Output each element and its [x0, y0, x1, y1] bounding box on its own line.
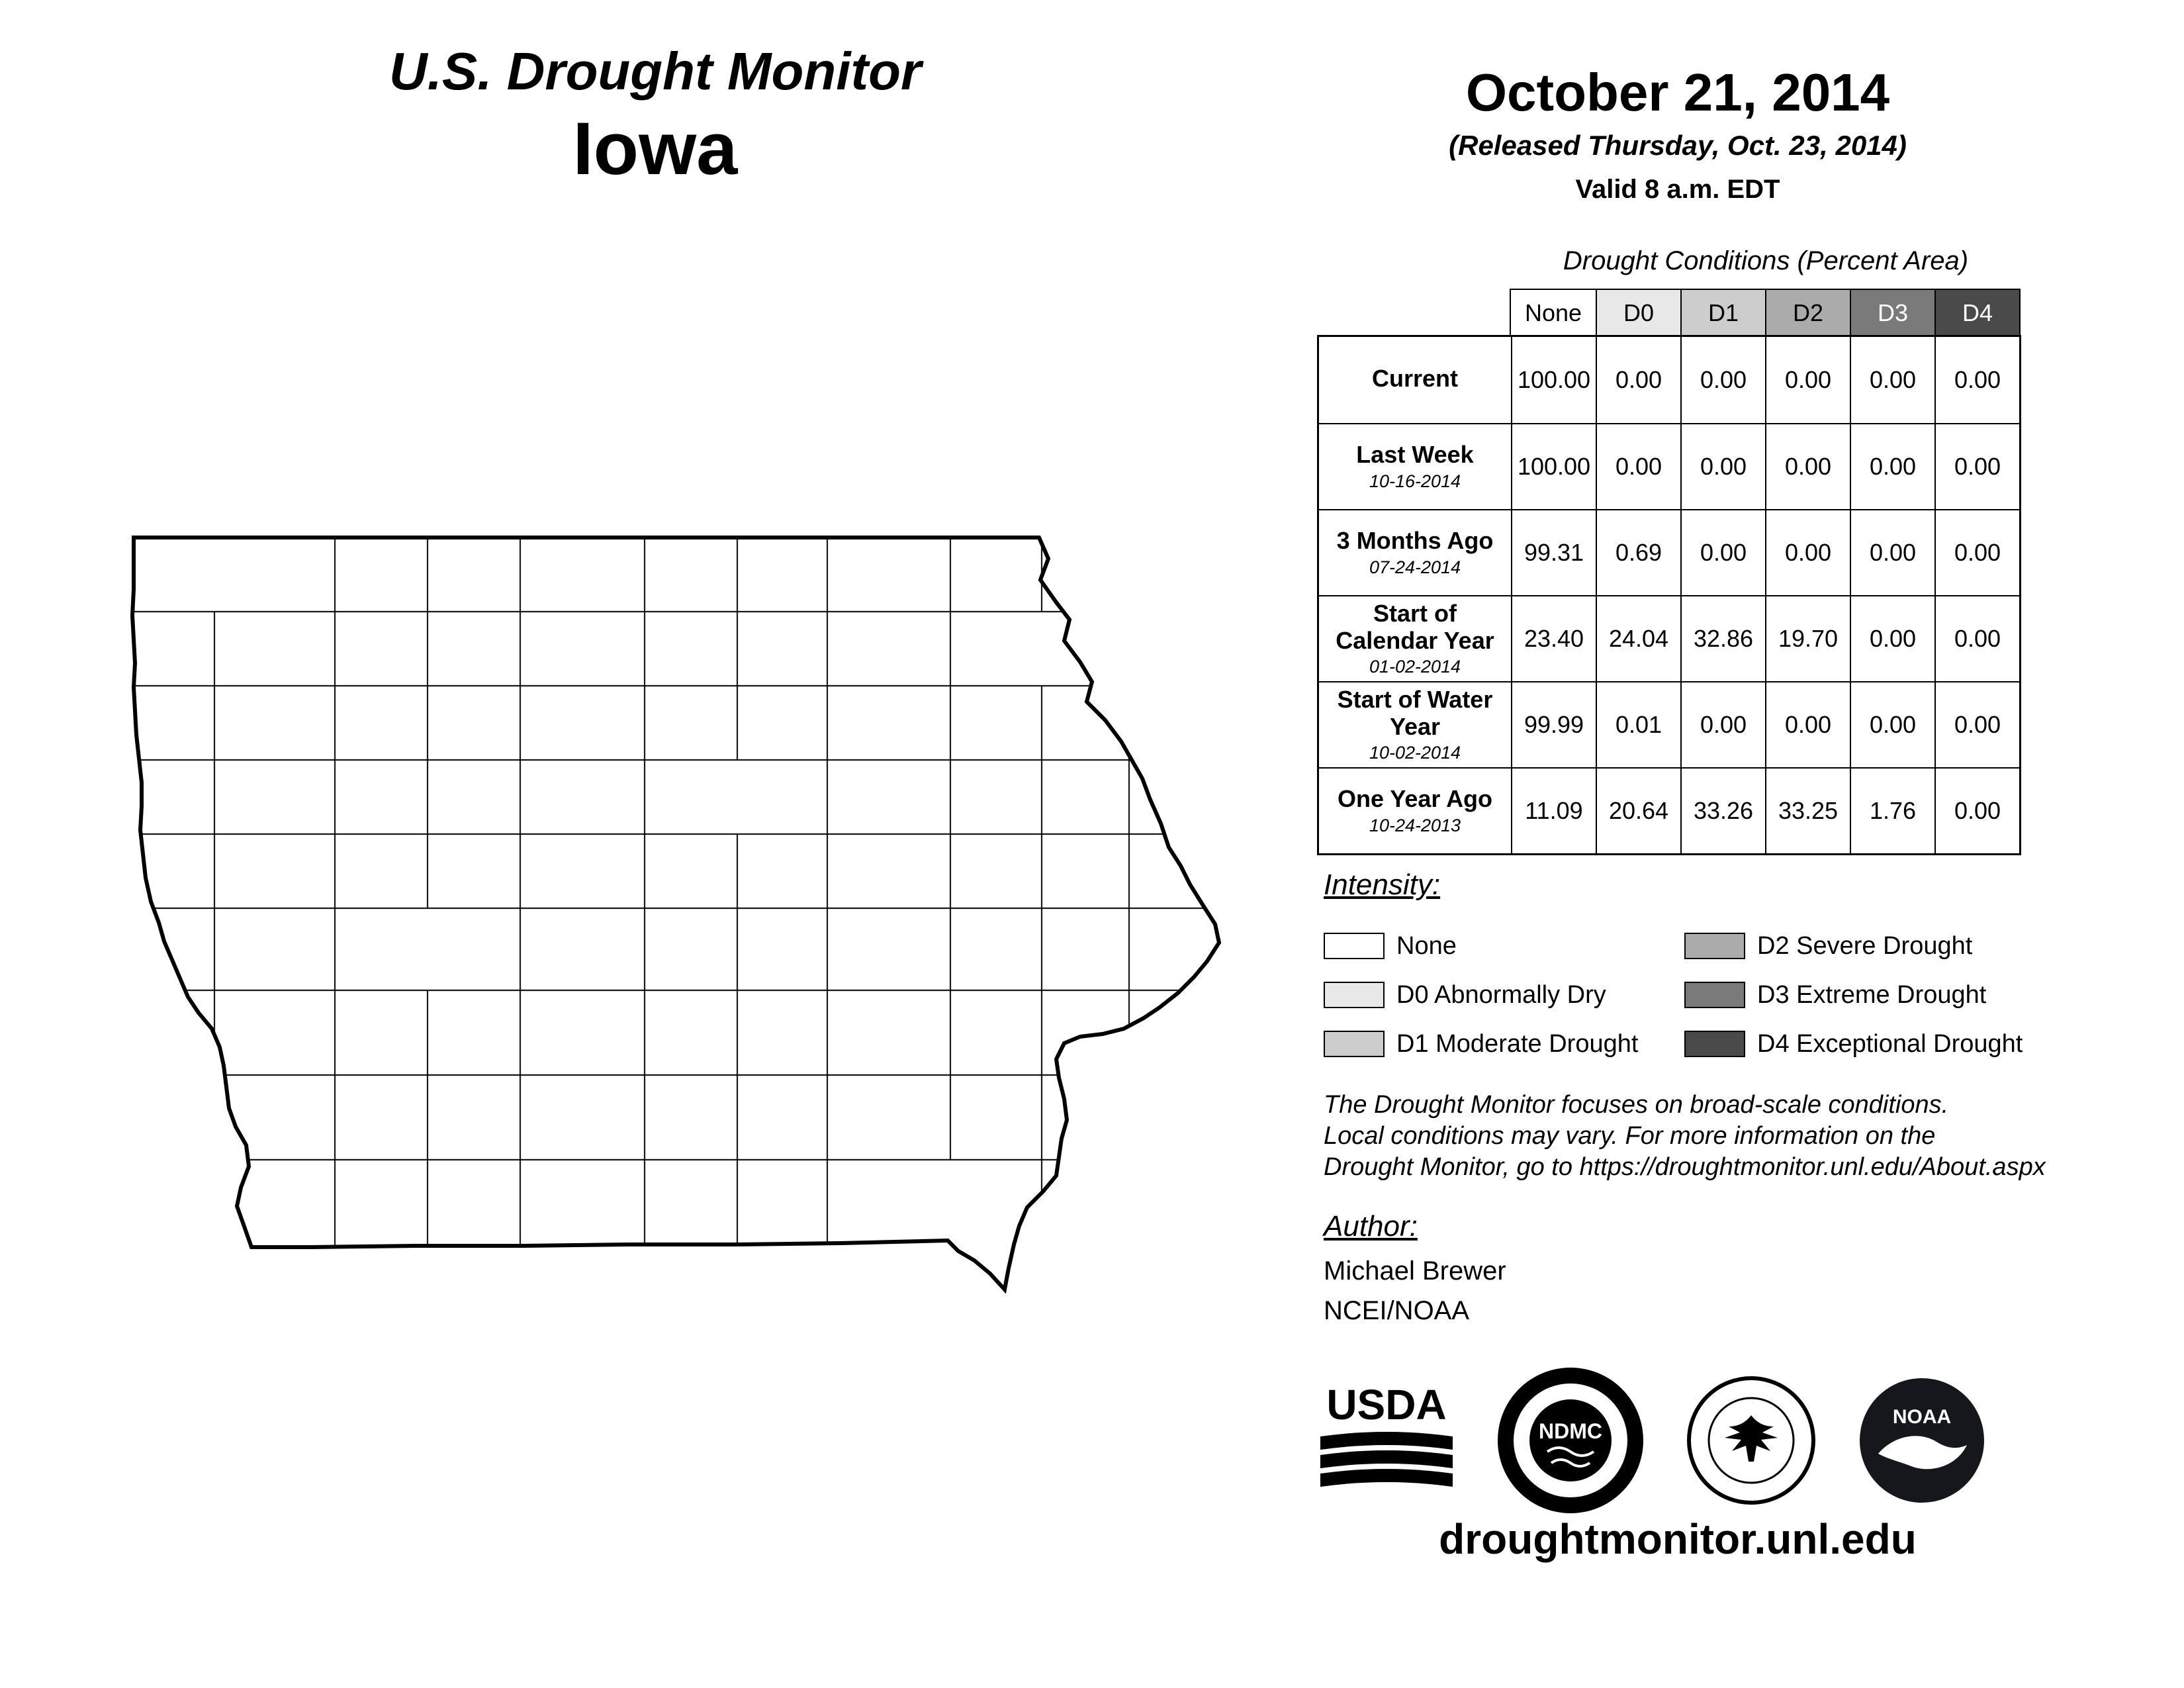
- value-cell: 0.00: [1934, 767, 2019, 853]
- value-cell: 0.00: [1596, 423, 1680, 509]
- value-cell: 1.76: [1850, 767, 1934, 853]
- value-cell: 0.00: [1596, 337, 1680, 423]
- value-cell: 0.00: [1680, 423, 1765, 509]
- row-label-one-year-ago: One Year Ago 10-24-2013: [1319, 767, 1511, 853]
- noaa-logo: NOAA: [1860, 1378, 1984, 1503]
- svg-text:USDA: USDA: [1326, 1381, 1446, 1429]
- value-cell: 33.26: [1680, 767, 1765, 853]
- value-cell: 0.00: [1934, 423, 2019, 509]
- legend-swatch-d3: [1684, 982, 1745, 1008]
- valid-time: Valid 8 a.m. EDT: [1575, 175, 1780, 204]
- value-cell: 0.00: [1680, 509, 1765, 595]
- col-header-d4: D4: [1934, 290, 2019, 336]
- legend-item-d4: D4 Exceptional Drought: [1684, 1019, 2045, 1068]
- legend-item-d2: D2 Severe Drought: [1684, 921, 2045, 970]
- legend-item-d0: D0 Abnormally Dry: [1324, 970, 1684, 1019]
- legend-swatch-d0: [1324, 982, 1385, 1008]
- value-cell: 23.40: [1511, 595, 1596, 681]
- intensity-legend: None D0 Abnormally Dry D1 Moderate Droug…: [1324, 921, 2045, 1068]
- title-block: U.S. Drought Monitor Iowa: [126, 42, 1185, 188]
- legend-item-none: None: [1324, 921, 1684, 970]
- state-title: Iowa: [572, 107, 738, 190]
- legend-swatch-d2: [1684, 933, 1745, 959]
- value-cell: 33.25: [1765, 767, 1850, 853]
- iowa-drought-map: [99, 530, 1224, 1297]
- value-cell: 0.00: [1850, 423, 1934, 509]
- author-organization: NCEI/NOAA: [1324, 1296, 1470, 1325]
- value-cell: 0.00: [1934, 509, 2019, 595]
- footer-url: droughtmonitor.unl.edu: [1439, 1515, 1917, 1563]
- table-caption: Drought Conditions (Percent Area): [1563, 246, 1969, 275]
- col-header-d0: D0: [1596, 290, 1680, 336]
- svg-text:NDMC: NDMC: [1539, 1419, 1602, 1443]
- col-header-d2: D2: [1765, 290, 1850, 336]
- row-label-last-week: Last Week 10-16-2014: [1319, 423, 1511, 509]
- iowa-map: [99, 530, 1224, 1297]
- value-cell: 32.86: [1680, 595, 1765, 681]
- value-cell: 0.00: [1765, 509, 1850, 595]
- usda-logo: USDA: [1320, 1381, 1453, 1487]
- col-header-none: None: [1511, 290, 1596, 336]
- map-date: October 21, 2014: [1465, 63, 1890, 122]
- value-cell: 24.04: [1596, 595, 1680, 681]
- legend-swatch-none: [1324, 933, 1385, 959]
- legend-swatch-d1: [1324, 1031, 1385, 1057]
- legend-item-d3: D3 Extreme Drought: [1684, 970, 2045, 1019]
- value-cell: 0.00: [1680, 337, 1765, 423]
- value-cell: 0.69: [1596, 509, 1680, 595]
- row-label-start-water-year: Start of Water Year 10-02-2014: [1319, 681, 1511, 767]
- release-date: (Released Thursday, Oct. 23, 2014): [1449, 130, 1907, 161]
- col-header-d3: D3: [1850, 290, 1934, 336]
- row-label-3-months-ago: 3 Months Ago 07-24-2014: [1319, 509, 1511, 595]
- drought-table: Current 100.00 0.00 0.00 0.00 0.00 0.00 …: [1317, 335, 2021, 855]
- value-cell: 0.01: [1596, 681, 1680, 767]
- value-cell: 0.00: [1850, 681, 1934, 767]
- row-label-start-calendar-year: Start of Calendar Year 01-02-2014: [1319, 595, 1511, 681]
- drought-table-header: None D0 D1 D2 D3 D4: [1510, 289, 2021, 336]
- ndmc-logo: NDMC: [1498, 1368, 1643, 1513]
- value-cell: 100.00: [1511, 337, 1596, 423]
- value-cell: 0.00: [1765, 337, 1850, 423]
- commerce-seal: [1687, 1376, 1815, 1505]
- value-cell: 99.31: [1511, 509, 1596, 595]
- col-header-d1: D1: [1680, 290, 1765, 336]
- value-cell: 0.00: [1850, 595, 1934, 681]
- value-cell: 20.64: [1596, 767, 1680, 853]
- value-cell: 11.09: [1511, 767, 1596, 853]
- author-name: Michael Brewer: [1324, 1256, 1506, 1286]
- legend-item-d1: D1 Moderate Drought: [1324, 1019, 1684, 1068]
- value-cell: 99.99: [1511, 681, 1596, 767]
- program-title: U.S. Drought Monitor: [388, 42, 922, 101]
- value-cell: 19.70: [1765, 595, 1850, 681]
- value-cell: 0.00: [1850, 509, 1934, 595]
- value-cell: 0.00: [1765, 423, 1850, 509]
- value-cell: 0.00: [1850, 337, 1934, 423]
- value-cell: 100.00: [1511, 423, 1596, 509]
- legend-title: Intensity:: [1324, 868, 1441, 901]
- date-header: October 21, 2014 (Released Thursday, Oct…: [1343, 64, 2012, 205]
- disclaimer-text: The Drought Monitor focuses on broad-sca…: [1324, 1091, 2046, 1182]
- value-cell: 0.00: [1765, 681, 1850, 767]
- agency-logos: USDA NDMC NOAA: [1317, 1361, 2071, 1520]
- value-cell: 0.00: [1934, 595, 2019, 681]
- author-heading: Author:: [1324, 1210, 1418, 1243]
- value-cell: 0.00: [1680, 681, 1765, 767]
- value-cell: 0.00: [1934, 681, 2019, 767]
- legend-swatch-d4: [1684, 1031, 1745, 1057]
- value-cell: 0.00: [1934, 337, 2019, 423]
- svg-text:NOAA: NOAA: [1893, 1406, 1951, 1428]
- row-label-current: Current: [1371, 364, 1458, 392]
